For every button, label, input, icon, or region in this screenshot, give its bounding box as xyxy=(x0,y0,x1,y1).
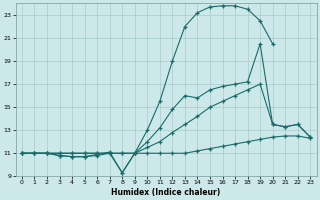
X-axis label: Humidex (Indice chaleur): Humidex (Indice chaleur) xyxy=(111,188,221,197)
